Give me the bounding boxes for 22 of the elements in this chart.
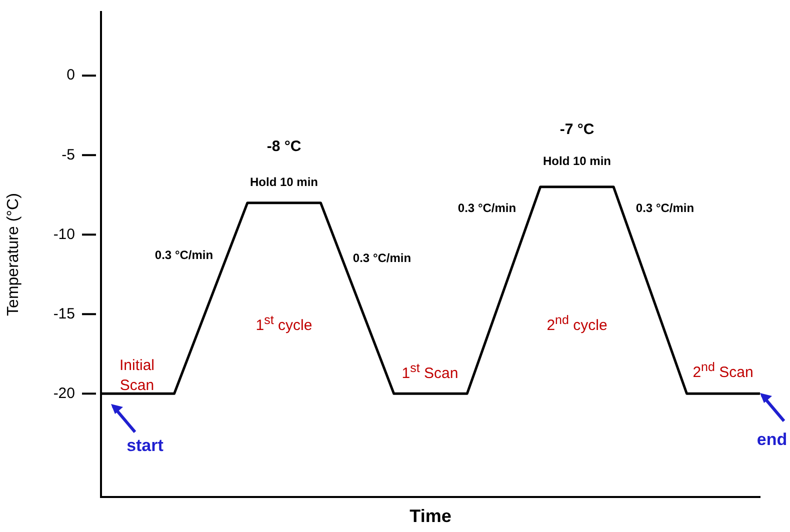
annotation: 0.3 °C/min [634, 200, 696, 216]
annotation: 0.3 °C/min [352, 250, 412, 266]
annotation: start [126, 435, 164, 458]
annotation: end [756, 429, 788, 452]
annotation: 0.3 °C/min [456, 200, 518, 216]
annotation: Hold 10 min [542, 152, 612, 169]
y-tick-label: -10 [53, 226, 75, 243]
annotation: 2$^{nd}$ Scan [692, 358, 754, 382]
x-axis-title: Time [410, 506, 452, 526]
annotation: Initial Scan [118, 356, 156, 396]
annotation: -7 °C [558, 120, 596, 140]
y-tick-label: -5 [62, 146, 75, 164]
annotation: -8 °C [266, 136, 302, 156]
y-tick-label: 0 [66, 66, 75, 84]
annotation: 2$^{nd}$ cycle [546, 312, 608, 336]
annotation: 1$^{st}$ Scan [400, 360, 460, 384]
y-tick-label: -15 [53, 305, 75, 322]
y-axis-title: Temperature (°C) [5, 193, 22, 316]
annotation: 1$^{st}$ cycle [254, 312, 314, 336]
annotation: 0.3 °C/min [154, 246, 214, 263]
y-tick-label: -20 [53, 384, 75, 402]
annotation: Hold 10 min [248, 174, 319, 190]
